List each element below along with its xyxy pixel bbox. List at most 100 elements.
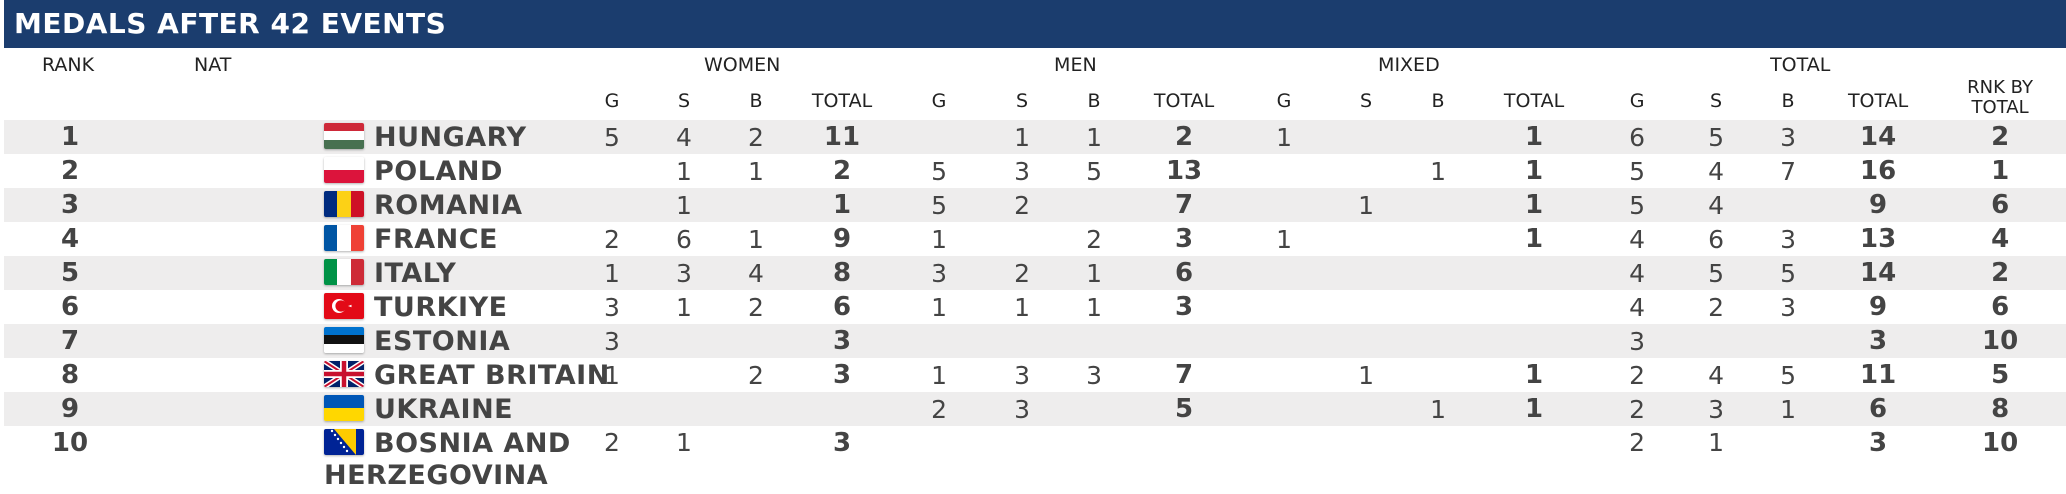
- total-g-cell: 3: [1594, 324, 1681, 358]
- nation-cell: UKRAINE: [136, 392, 576, 426]
- men-total-cell: 5: [1130, 392, 1239, 426]
- women-b-header: B: [749, 90, 763, 112]
- mixed-g-cell: [1238, 256, 1331, 290]
- mixed-s-cell: [1330, 120, 1403, 154]
- men-s-cell: 2: [986, 256, 1059, 290]
- total-g-cell: 5: [1629, 156, 1646, 186]
- mixed-g-cell: [1238, 290, 1330, 324]
- turkiye-flag-icon: [324, 292, 364, 319]
- rank-by-total-cell: 4: [1991, 224, 2010, 254]
- women-g-cell: 2: [604, 428, 620, 457]
- nation-cell: POLAND: [136, 154, 576, 188]
- nation-cell: BOSNIA AND HERZEGOVINA: [136, 426, 576, 492]
- women-header: WOMEN: [704, 54, 781, 76]
- nation-name: HUNGARY: [374, 121, 527, 153]
- great-britain-flag-icon: [324, 360, 364, 387]
- rank-cell: 1: [4, 120, 136, 154]
- bosnia-flag-icon: [324, 429, 364, 455]
- women-g-cell: [576, 188, 648, 222]
- mixed-b-cell: [1402, 120, 1475, 154]
- total-total-cell: 3: [1869, 428, 1888, 458]
- total-total-cell: 13: [1860, 224, 1897, 254]
- men-s-cell: 3: [986, 392, 1059, 426]
- men-total-header: TOTAL: [1153, 90, 1215, 112]
- mixed-b-header: B: [1431, 90, 1445, 112]
- mixed-b-cell: [1402, 222, 1474, 256]
- total-b-cell: [1752, 426, 1824, 492]
- nation-cell: ROMANIA: [136, 188, 576, 222]
- total-b-cell: 5: [1752, 256, 1825, 290]
- women-g-cell: 1: [576, 256, 648, 290]
- men-g-cell: 5: [931, 156, 947, 186]
- total-s-header: S: [1710, 90, 1723, 112]
- nation-cell: ESTONIA: [136, 324, 576, 358]
- men-b-cell: [1058, 188, 1131, 222]
- nation-cell: TURKIYE: [136, 290, 576, 324]
- men-b-cell: 1: [1058, 120, 1131, 154]
- mixed-b-cell: 1: [1402, 392, 1475, 426]
- nation-name: TURKIYE: [374, 291, 508, 323]
- table-row: 2 POLAND 1 1 2 5 3 5 13 1 1 5 4 7 16 1: [4, 154, 2066, 188]
- rank-by-total-cell: 5: [1991, 360, 2010, 390]
- mixed-g-header: G: [1276, 90, 1292, 112]
- mixed-g-cell: [1238, 154, 1330, 188]
- total-s-cell: [1680, 324, 1753, 358]
- mixed-total-header: TOTAL: [1503, 90, 1565, 112]
- mixed-s-cell: [1330, 222, 1402, 256]
- women-s-cell: 1: [676, 428, 692, 457]
- total-g-header: G: [1629, 90, 1645, 112]
- nation-name: GREAT BRITAIN: [374, 359, 610, 391]
- men-s-cell: 3: [1014, 156, 1030, 186]
- men-total-cell: 13: [1165, 156, 1203, 186]
- mixed-total-cell: [1474, 256, 1595, 290]
- nation-cell: FRANCE: [136, 222, 576, 256]
- mixed-s-cell: [1330, 290, 1402, 324]
- men-total-cell: 7: [1175, 360, 1194, 390]
- mixed-total-cell: 1: [1525, 224, 1544, 254]
- women-s-cell: 1: [676, 156, 692, 186]
- men-s-header: S: [1016, 90, 1029, 112]
- rank-by-total-cell: 6: [1932, 188, 2066, 222]
- total-total-header: TOTAL: [1847, 90, 1909, 112]
- total-header: TOTAL: [1770, 54, 1831, 76]
- total-total-cell: 11: [1860, 360, 1897, 390]
- nation-name: FRANCE: [374, 223, 498, 255]
- medal-table: RANK NAT WOMEN MEN MIXED TOTAL G S B TOT…: [4, 48, 2066, 492]
- mixed-g-cell: [1238, 426, 1330, 492]
- women-b-cell: [720, 426, 792, 492]
- women-b-cell: 1: [748, 156, 764, 186]
- men-g-header: G: [931, 90, 947, 112]
- women-total-cell: 1: [792, 188, 893, 222]
- mixed-total-cell: 1: [1525, 156, 1544, 186]
- nation-name: POLAND: [374, 155, 503, 187]
- rank-by-total-cell: 1: [1991, 156, 2010, 186]
- women-total-cell: 3: [832, 428, 852, 458]
- men-b-cell: 1: [1058, 256, 1131, 290]
- women-b-cell: 2: [748, 292, 764, 322]
- men-total-cell: 3: [1175, 292, 1194, 322]
- men-s-cell: [986, 324, 1059, 358]
- men-b-cell: 2: [1086, 224, 1102, 254]
- women-b-cell: [720, 188, 792, 222]
- women-b-cell: 2: [748, 360, 764, 390]
- rank-cell: 5: [4, 256, 136, 290]
- mixed-s-header: S: [1360, 90, 1373, 112]
- mixed-g-cell: [1238, 188, 1331, 222]
- men-total-cell: 6: [1130, 256, 1239, 290]
- men-g-cell: 1: [931, 224, 947, 254]
- women-g-cell: 3: [576, 324, 648, 358]
- mixed-b-cell: [1402, 188, 1475, 222]
- men-g-cell: 1: [931, 360, 947, 390]
- mixed-b-cell: 1: [1430, 156, 1446, 186]
- mixed-total-cell: 1: [1474, 120, 1595, 154]
- total-g-cell: 2: [1594, 392, 1681, 426]
- women-s-cell: [648, 358, 720, 392]
- men-b-cell: [1058, 392, 1131, 426]
- total-s-cell: 1: [1708, 428, 1725, 457]
- men-b-header: B: [1087, 90, 1101, 112]
- women-g-cell: [576, 154, 648, 188]
- men-b-cell: 5: [1086, 156, 1102, 186]
- total-s-cell: 2: [1708, 292, 1725, 322]
- table-row: 10 BOSNIA AND HERZEGOVINA 2 1 3 2 1 3 10: [4, 426, 2066, 492]
- mixed-s-cell: 1: [1330, 188, 1403, 222]
